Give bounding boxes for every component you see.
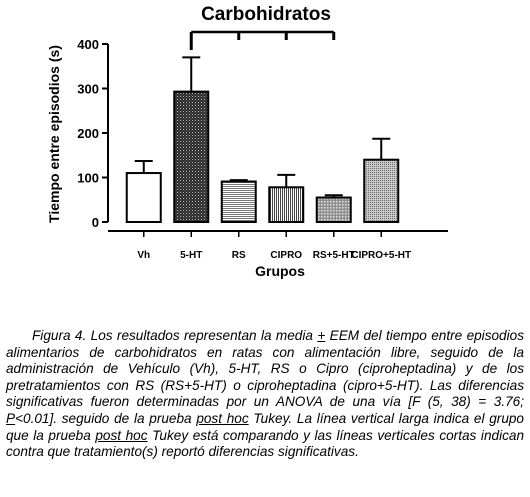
post-hoc-term: post hoc xyxy=(95,427,148,443)
x-tick-label: 5-HT xyxy=(180,250,202,261)
y-tick-label: 300 xyxy=(77,82,99,97)
x-tick-label: RS xyxy=(232,250,246,261)
chart-title: Carbohidratos xyxy=(201,4,331,25)
figure-label: Figura 4. xyxy=(32,328,87,343)
bars-group xyxy=(125,56,400,224)
bar-vh xyxy=(125,172,162,224)
y-tick-label: 200 xyxy=(77,126,99,141)
x-tick-label: CIPRO xyxy=(270,250,302,261)
plus-minus-symbol: + xyxy=(317,328,326,343)
p-value-letter: P xyxy=(6,410,16,426)
bar-rs xyxy=(220,180,257,224)
y-tick-label: 400 xyxy=(77,37,99,52)
x-tick-label: RS+5-HT xyxy=(313,250,355,261)
x-axis-label: Grupos xyxy=(255,263,305,279)
x-tick-label: CIPRO+5-HT xyxy=(351,250,411,261)
post-hoc-term: post hoc xyxy=(196,410,249,426)
bar-cipro xyxy=(268,186,305,223)
bar-5-ht xyxy=(173,90,210,223)
x-tick-label: Vh xyxy=(137,250,150,261)
bar-rs+5-ht xyxy=(315,196,352,223)
y-tick-label: 100 xyxy=(77,171,99,186)
bar-chart: Carbohidratos Tiempo entre episodios (s)… xyxy=(46,4,448,279)
y-axis-label: Tiempo entre episodios (s) xyxy=(46,45,62,223)
y-tick-label: 0 xyxy=(92,215,99,230)
y-axis: 0 100 200 300 400 xyxy=(77,37,109,230)
bar-cipro+5-ht xyxy=(363,158,400,223)
figure-caption: Figura 4. Los resultados representan la … xyxy=(6,328,525,460)
significance-bracket xyxy=(189,30,336,50)
